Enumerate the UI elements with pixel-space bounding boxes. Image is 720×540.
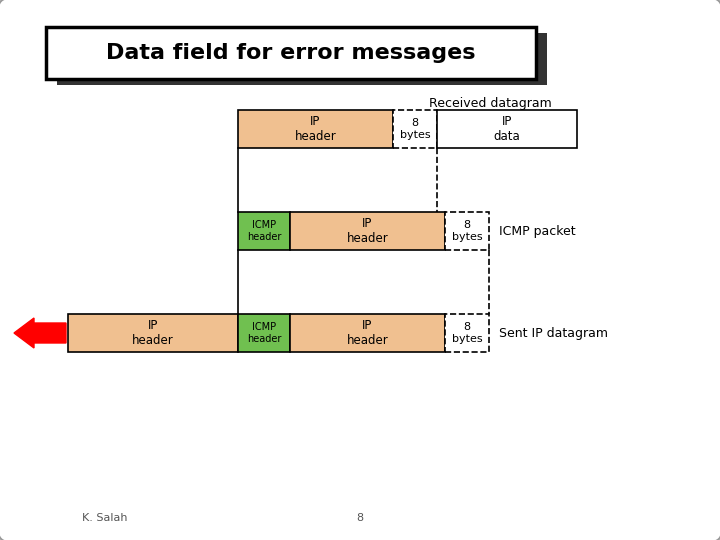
Text: Data field for error messages: Data field for error messages (107, 43, 476, 63)
FancyArrow shape (14, 318, 66, 348)
Text: IP
header: IP header (346, 319, 388, 347)
Bar (46, 27, 536, 79)
Text: IP
data: IP data (494, 115, 521, 143)
Bar (238, 212, 290, 250)
Text: Sent IP datagram: Sent IP datagram (499, 327, 608, 340)
Text: 8
bytes: 8 bytes (451, 322, 482, 344)
Text: ICMP
header: ICMP header (247, 220, 282, 242)
Bar (393, 110, 437, 148)
Bar (290, 314, 445, 352)
Bar (238, 314, 290, 352)
Bar (445, 212, 489, 250)
Text: 8: 8 (356, 513, 364, 523)
Text: IP
header: IP header (346, 217, 388, 245)
Bar (290, 212, 445, 250)
Text: IP
header: IP header (294, 115, 336, 143)
Bar (437, 110, 577, 148)
Bar (57, 33, 547, 85)
Text: Received datagram: Received datagram (428, 97, 552, 110)
Text: ICMP
header: ICMP header (247, 322, 282, 344)
Text: IP
header: IP header (132, 319, 174, 347)
Bar (445, 314, 489, 352)
Text: ICMP packet: ICMP packet (499, 225, 575, 238)
Bar (68, 314, 238, 352)
Text: 8
bytes: 8 bytes (400, 118, 431, 140)
Text: K. Salah: K. Salah (82, 513, 127, 523)
Text: 8
bytes: 8 bytes (451, 220, 482, 242)
Bar (238, 110, 393, 148)
